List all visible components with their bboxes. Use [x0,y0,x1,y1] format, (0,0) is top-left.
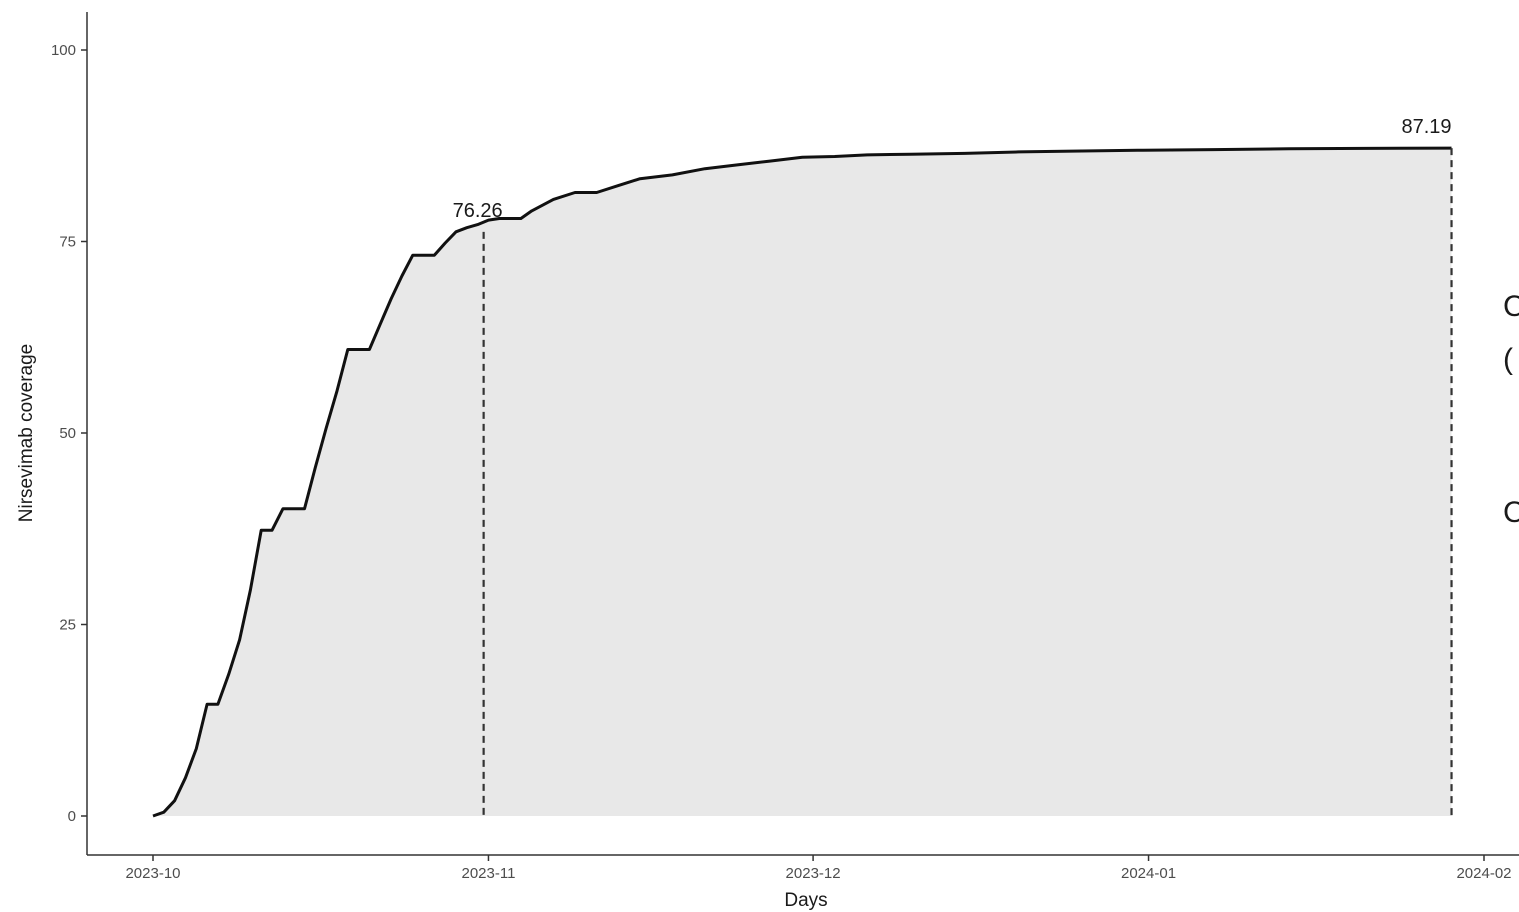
x-tick-label: 2024-01 [1121,865,1176,882]
x-tick-label: 2023-11 [461,865,515,882]
x-tick-label: 2024-02 [1456,865,1511,882]
y-tick-label: 50 [59,425,76,442]
reference-lines [482,148,1453,816]
y-axis-title: Nirsevimab coverage [16,344,37,522]
y-tick-label: 0 [68,808,76,825]
plot-area: 76.26 87.19 [152,116,1453,818]
x-tick-label: 2023-12 [786,865,841,882]
x-axis-ticks: 2023-10 2023-11 2023-12 2024-01 2024-02 [125,855,1512,882]
y-tick-label: 75 [59,234,76,251]
side-text-line-3: C [1503,496,1519,529]
annotation-label: 87.19 [1401,116,1451,138]
side-text-line-1: C [1503,290,1519,323]
annotation-label: 76.26 [453,200,503,222]
y-tick-label: 100 [51,42,76,59]
y-axis-ticks: 0 25 50 75 100 [51,42,87,825]
x-axis-title: Days [784,890,827,911]
annotation-labels: 76.26 87.19 [453,116,1452,222]
side-text-line-2: ( [1503,343,1513,376]
y-tick-label: 25 [59,617,76,634]
x-tick-label: 2023-10 [125,865,180,882]
coverage-area-fill [153,148,1452,817]
coverage-line [152,146,1452,818]
